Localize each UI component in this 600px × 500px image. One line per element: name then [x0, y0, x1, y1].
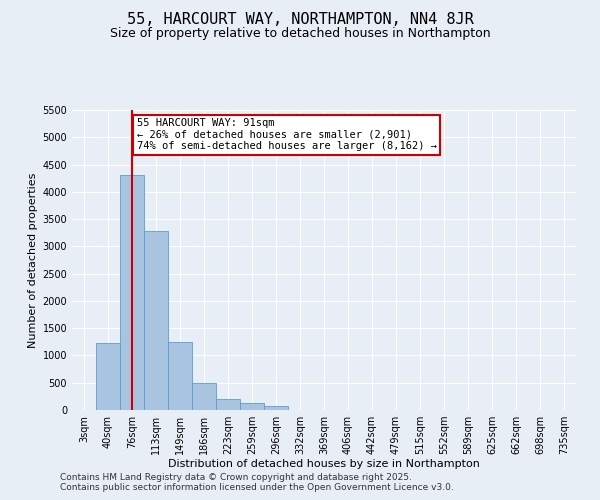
Bar: [120, 176, 144, 410]
Bar: [192, 384, 216, 410]
Y-axis label: Number of detached properties: Number of detached properties: [28, 172, 38, 348]
Text: 55 HARCOURT WAY: 91sqm
← 26% of detached houses are smaller (2,901)
74% of semi-: 55 HARCOURT WAY: 91sqm ← 26% of detached…: [137, 118, 437, 152]
X-axis label: Distribution of detached houses by size in Northampton: Distribution of detached houses by size …: [168, 458, 480, 468]
Bar: [264, 406, 288, 410]
Text: 55, HARCOURT WAY, NORTHAMPTON, NN4 8JR: 55, HARCOURT WAY, NORTHAMPTON, NN4 8JR: [127, 12, 473, 28]
Bar: [168, 342, 192, 410]
Bar: [216, 399, 240, 410]
Text: Contains HM Land Registry data © Crown copyright and database right 2025.: Contains HM Land Registry data © Crown c…: [60, 474, 412, 482]
Bar: [240, 403, 264, 410]
Bar: [96, 344, 120, 410]
Text: Contains public sector information licensed under the Open Government Licence v3: Contains public sector information licen…: [60, 484, 454, 492]
Text: Size of property relative to detached houses in Northampton: Size of property relative to detached ho…: [110, 28, 490, 40]
Bar: [144, 231, 168, 410]
